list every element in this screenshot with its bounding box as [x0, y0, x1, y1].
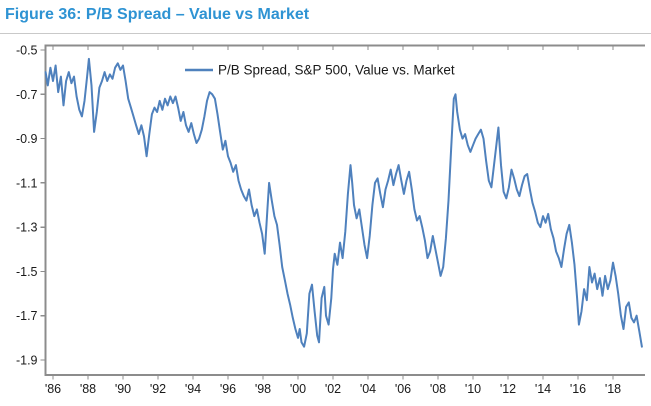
x-tick-label: '02 — [325, 382, 341, 396]
x-tick-label: '98 — [255, 382, 271, 396]
x-tick-label: '94 — [185, 382, 201, 396]
y-tick-label: -1.1 — [16, 176, 38, 190]
title-divider — [0, 33, 651, 34]
x-tick-label: '92 — [150, 382, 166, 396]
x-tick-label: '04 — [360, 382, 376, 396]
x-tick-label: '88 — [80, 382, 96, 396]
figure-title: Figure 36: P/B Spread – Value vs Market — [5, 6, 310, 23]
x-tick-label: '96 — [220, 382, 236, 396]
y-tick-label: -1.9 — [16, 354, 38, 368]
x-tick-label: '00 — [290, 382, 306, 396]
series-line — [44, 57, 643, 348]
x-tick-label: '10 — [465, 382, 481, 396]
legend-label: P/B Spread, S&P 500, Value vs. Market — [218, 63, 455, 78]
y-tick-label: -0.5 — [16, 44, 38, 58]
x-tick-label: '86 — [45, 382, 61, 396]
x-tick-label: '06 — [395, 382, 411, 396]
y-tick-label: -1.5 — [16, 265, 38, 279]
y-tick-label: -0.9 — [16, 132, 38, 146]
x-tick-label: '14 — [535, 382, 551, 396]
x-tick-label: '16 — [570, 382, 586, 396]
x-tick-label: '18 — [605, 382, 621, 396]
x-tick-label: '90 — [115, 382, 131, 396]
y-tick-label: -0.7 — [16, 88, 38, 102]
y-tick-label: -1.3 — [16, 221, 38, 235]
x-tick-label: '12 — [500, 382, 516, 396]
y-tick-label: -1.7 — [16, 309, 38, 323]
x-tick-label: '08 — [430, 382, 446, 396]
